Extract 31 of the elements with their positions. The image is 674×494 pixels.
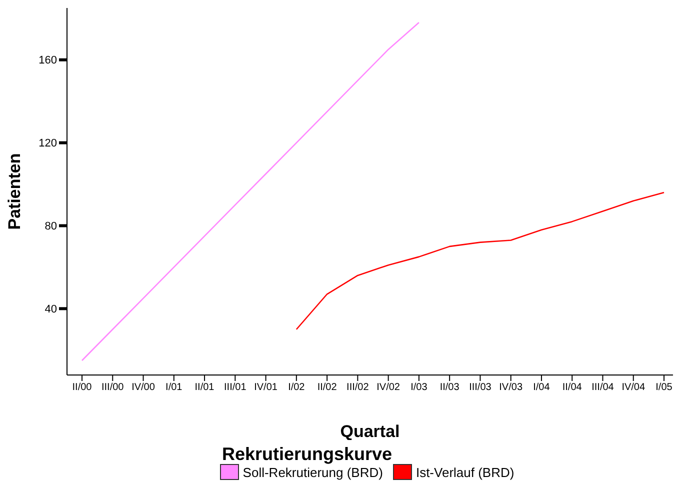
- x-tick-label: II/02: [317, 382, 338, 394]
- x-tick-label: IV/01: [254, 382, 278, 394]
- legend-label: Ist-Verlauf (BRD): [414, 464, 514, 480]
- x-tick-label: IV/03: [499, 382, 523, 394]
- x-tick-label: IV/02: [376, 382, 400, 394]
- y-tick-label: 120: [38, 138, 57, 150]
- x-tick-label: II/03: [440, 382, 460, 394]
- x-tick-label: I/04: [533, 382, 550, 394]
- x-tick-label: II/00: [72, 382, 92, 394]
- x-tick-label: II/01: [194, 382, 215, 394]
- x-tick-label: II/04: [562, 382, 582, 394]
- x-tick-label: I/01: [166, 382, 183, 394]
- line-series: [81, 22, 420, 362]
- x-tick-label: III/02: [346, 382, 370, 394]
- x-tick-label: IV/04: [622, 382, 646, 394]
- y-tick-label: 40: [44, 304, 57, 316]
- x-tick-label: I/05: [656, 382, 673, 394]
- x-axis-title: Quartal: [340, 422, 400, 441]
- legend-label: Soll-Rekrutierung (BRD): [242, 464, 383, 480]
- x-tick-label: III/04: [592, 382, 614, 394]
- x-tick-label: IV/00: [132, 382, 156, 394]
- x-tick-label: III/00: [102, 382, 124, 394]
- x-tick-label: III/03: [469, 382, 492, 394]
- legend-title: Rekrutierungskurve: [220, 444, 394, 464]
- x-tick-label: I/03: [410, 382, 428, 394]
- y-tick-label: 80: [44, 220, 57, 233]
- y-tick-label: 160: [38, 54, 57, 67]
- x-tick-label: III/01: [224, 382, 247, 394]
- x-tick-label: I/02: [288, 382, 306, 394]
- line-series: [296, 192, 665, 330]
- y-axis-title: Patienten: [5, 153, 24, 230]
